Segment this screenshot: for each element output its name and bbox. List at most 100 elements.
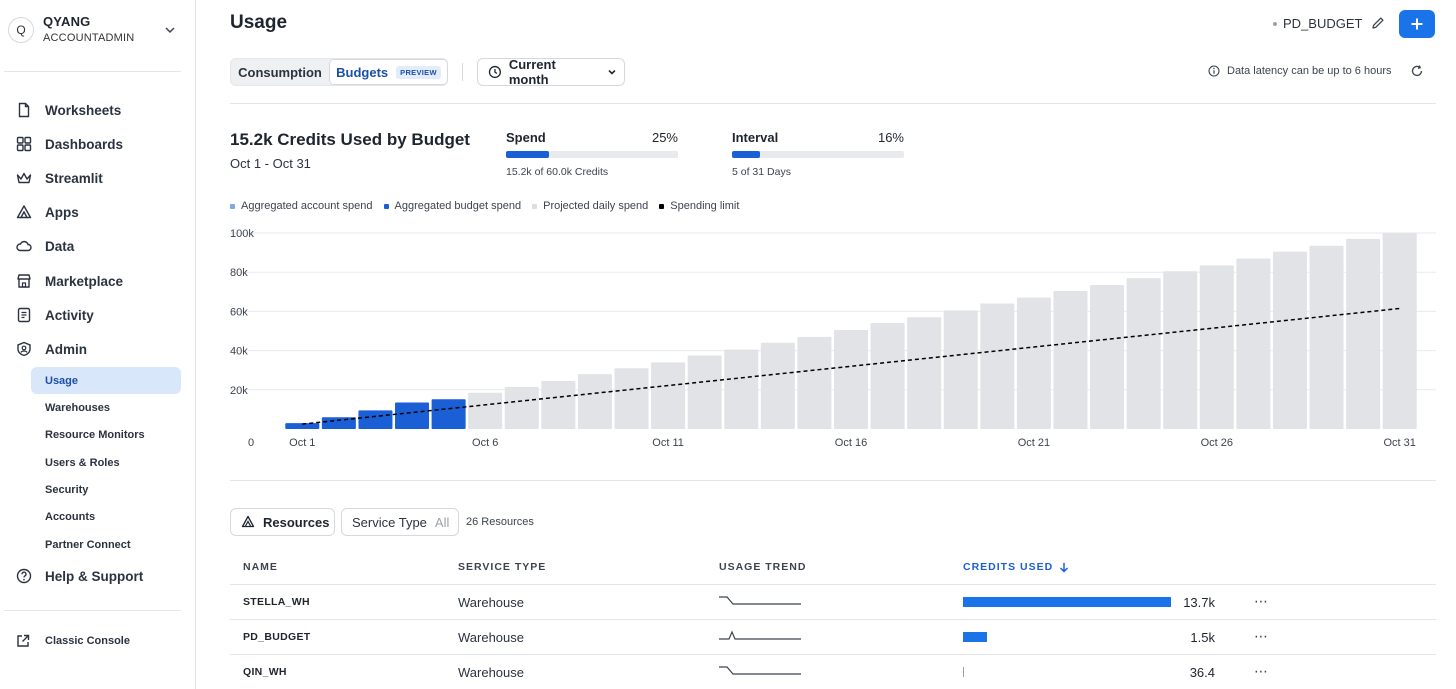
column-header-service-type[interactable]: SERVICE TYPE bbox=[458, 561, 547, 573]
account-switcher[interactable]: Q QYANG ACCOUNTADMIN bbox=[8, 12, 184, 48]
sidebar-item-label: Streamlit bbox=[45, 170, 103, 186]
legend-label: Aggregated account spend bbox=[241, 200, 373, 212]
column-header-name[interactable]: NAME bbox=[243, 561, 278, 573]
y-tick-label: 40k bbox=[230, 346, 248, 358]
more-actions-icon[interactable]: ⋯ bbox=[1254, 663, 1269, 679]
projected-spend-bar bbox=[1090, 284, 1125, 429]
legend-item[interactable]: Spending limit bbox=[659, 200, 739, 212]
sidebar-item-dashboards[interactable]: Dashboards bbox=[16, 132, 123, 156]
projected-spend-bar bbox=[760, 342, 795, 429]
x-tick-label: Oct 26 bbox=[1201, 437, 1233, 449]
sidebar-item-streamlit[interactable]: Streamlit bbox=[16, 166, 103, 190]
legend-item[interactable]: Aggregated budget spend bbox=[383, 200, 522, 212]
budget-summary-title: 15.2k Credits Used by Budget bbox=[230, 130, 470, 149]
sidebar-item-label: Apps bbox=[45, 204, 79, 220]
refresh-icon[interactable] bbox=[1410, 64, 1424, 78]
interval-progress-track bbox=[732, 151, 904, 158]
projected-spend-bar bbox=[1199, 265, 1234, 429]
sidebar-subitem-security[interactable]: Security bbox=[45, 483, 89, 496]
budget-spend-chart: 100k 80k 60k 40k 20k 0 Oct 1 Oct 6 Oct 11 Oct 16 O… bbox=[230, 228, 1436, 449]
sidebar-item-worksheets[interactable]: Worksheets bbox=[16, 98, 121, 122]
sidebar-divider bbox=[4, 610, 181, 611]
period-dropdown[interactable]: Current month bbox=[477, 57, 625, 87]
sidebar-subitem-accounts[interactable]: Accounts bbox=[45, 510, 96, 523]
tab-budgets[interactable]: Budgets PREVIEW bbox=[329, 59, 448, 85]
more-actions-icon[interactable]: ⋯ bbox=[1254, 593, 1269, 609]
column-header-credits-label: CREDITS USED bbox=[963, 561, 1054, 573]
spend-percent: 25% bbox=[651, 130, 678, 145]
table-row[interactable]: QIN_WH Warehouse 36.4 ⋯ bbox=[230, 654, 1436, 689]
projected-spend-bar bbox=[870, 323, 905, 429]
credits-used-value: 1.5k bbox=[1190, 630, 1215, 645]
projected-spend-bar bbox=[1126, 278, 1161, 429]
column-header-credits-used[interactable]: CREDITS USED bbox=[963, 561, 1069, 573]
legend-label: Projected daily spend bbox=[543, 200, 649, 212]
legend-label: Spending limit bbox=[670, 200, 740, 212]
sidebar-item-activity[interactable]: Activity bbox=[16, 303, 94, 327]
grid-icon bbox=[16, 136, 32, 152]
projected-spend-bar bbox=[541, 380, 576, 429]
sidebar-item-data[interactable]: Data bbox=[16, 234, 74, 258]
column-header-usage-trend[interactable]: USAGE TREND bbox=[719, 561, 807, 573]
spend-progress-track bbox=[506, 151, 678, 158]
sidebar-subitem-usage[interactable]: Usage bbox=[31, 367, 181, 394]
budget-selector[interactable]: PD_BUDGET bbox=[1273, 16, 1362, 31]
classic-console-link[interactable]: Classic Console bbox=[16, 631, 130, 651]
resource-count: 26 Resources bbox=[466, 516, 534, 528]
sidebar-item-help[interactable]: Help & Support bbox=[16, 564, 143, 588]
shield-icon bbox=[17, 341, 31, 357]
table-row[interactable]: STELLA_WH Warehouse 13.7k ⋯ bbox=[230, 584, 1436, 619]
sidebar: Q QYANG ACCOUNTADMIN Worksheets Dashboar… bbox=[0, 0, 196, 689]
projected-spend-bar bbox=[687, 355, 722, 429]
period-label: Current month bbox=[508, 57, 556, 87]
projected-spend-bar bbox=[577, 374, 612, 429]
sidebar-subitem-partner-connect[interactable]: Partner Connect bbox=[45, 538, 131, 551]
sidebar-item-admin[interactable]: Admin bbox=[16, 337, 87, 361]
projected-spend-bar bbox=[468, 392, 503, 429]
interval-label: Interval bbox=[732, 130, 779, 145]
spend-metric: Spend 25% 15.2k of 60.0k Credits bbox=[506, 130, 678, 178]
help-icon bbox=[16, 568, 32, 584]
projected-spend-bar bbox=[724, 349, 759, 429]
sidebar-subitem-warehouses[interactable]: Warehouses bbox=[45, 401, 111, 414]
legend-item[interactable]: Aggregated account spend bbox=[230, 200, 373, 212]
table-row[interactable]: PD_BUDGET Warehouse 1.5k ⋯ bbox=[230, 619, 1436, 654]
budget-date-range: Oct 1 - Oct 31 bbox=[230, 156, 311, 171]
external-link-icon bbox=[17, 634, 30, 647]
arrow-down-icon bbox=[1060, 562, 1069, 573]
service-type-filter[interactable]: Service Type All bbox=[341, 508, 459, 536]
sidebar-item-label: Data bbox=[45, 238, 75, 254]
budget-spend-bar bbox=[321, 417, 356, 429]
tab-consumption[interactable]: Consumption bbox=[238, 64, 322, 80]
legend-label: Aggregated budget spend bbox=[394, 200, 522, 212]
budget-spend-bar bbox=[358, 410, 393, 429]
x-tick-label: Oct 21 bbox=[1018, 437, 1050, 449]
y-tick-label: 80k bbox=[230, 267, 248, 279]
add-budget-button[interactable] bbox=[1399, 10, 1435, 38]
resources-button[interactable]: Resources bbox=[230, 508, 335, 536]
x-tick-label: Oct 31 bbox=[1384, 437, 1416, 449]
more-actions-icon[interactable]: ⋯ bbox=[1254, 628, 1269, 644]
interval-sub: 5 of 31 Days bbox=[732, 166, 791, 178]
sidebar-item-apps[interactable]: Apps bbox=[16, 200, 79, 224]
resource-name[interactable]: PD_BUDGET bbox=[243, 631, 311, 643]
x-tick-label: Oct 1 bbox=[289, 437, 315, 449]
spend-sub: 15.2k of 60.0k Credits bbox=[506, 166, 609, 178]
resource-name[interactable]: QIN_WH bbox=[243, 666, 287, 678]
legend-swatch bbox=[532, 203, 538, 209]
pencil-icon[interactable] bbox=[1370, 15, 1386, 31]
sidebar-subitem-users-roles[interactable]: Users & Roles bbox=[45, 456, 120, 469]
sidebar-item-marketplace[interactable]: Marketplace bbox=[16, 269, 123, 293]
resource-service-type: Warehouse bbox=[458, 595, 524, 610]
sidebar-subitem-resource-monitors[interactable]: Resource Monitors bbox=[45, 428, 145, 441]
sidebar-item-label: Help & Support bbox=[45, 568, 144, 584]
main-content: Usage PD_BUDGET Consumption Budgets PREV… bbox=[196, 0, 1456, 689]
resource-name[interactable]: STELLA_WH bbox=[243, 596, 310, 608]
legend-item[interactable]: Projected daily spend bbox=[532, 200, 648, 212]
tab-budgets-label: Budgets bbox=[336, 64, 389, 80]
resources-label: Resources bbox=[263, 514, 330, 530]
interval-metric: Interval 16% 5 of 31 Days bbox=[732, 130, 904, 178]
service-type-label: Service Type bbox=[352, 514, 427, 530]
y-tick-label: 20k bbox=[230, 385, 248, 397]
resource-service-type: Warehouse bbox=[458, 630, 524, 645]
